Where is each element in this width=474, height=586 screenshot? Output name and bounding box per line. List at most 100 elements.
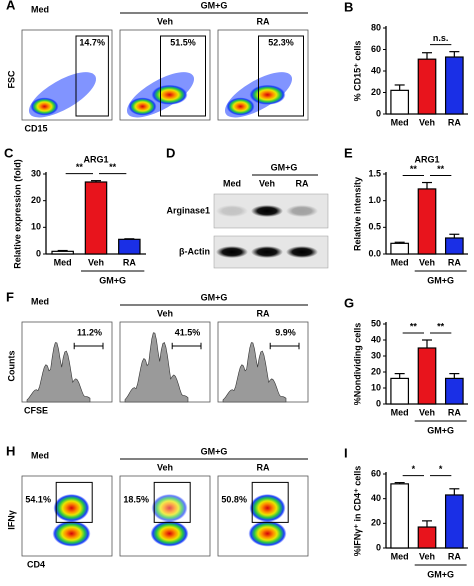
bar — [390, 89, 410, 115]
blot-band — [286, 246, 318, 258]
gate-percent: 50.8% — [221, 494, 247, 504]
density-core — [30, 97, 59, 116]
panel-letter: B — [344, 0, 353, 14]
gate — [251, 481, 289, 523]
gate-percent: 54.1% — [25, 494, 51, 504]
y-axis-label: Counts — [6, 351, 16, 382]
bar — [390, 242, 410, 255]
y-tick-label: 20 — [371, 518, 381, 528]
density-lower — [248, 520, 287, 547]
gate-percent: 52.3% — [268, 37, 294, 47]
y-axis-label: %Nondividing cells — [352, 323, 362, 406]
density-core — [151, 84, 188, 105]
bar — [417, 526, 437, 549]
x-tick-label: RA — [448, 407, 461, 417]
panel-letter: I — [344, 445, 348, 460]
x-axis-label: CD4 — [27, 559, 45, 569]
significance-label: n.s. — [433, 33, 449, 43]
bar — [390, 377, 410, 405]
group-label: GM+G — [271, 162, 298, 172]
y-tick-label: 30 — [371, 350, 381, 360]
significance-label: ** — [76, 162, 84, 172]
density-core — [249, 84, 286, 105]
y-tick-label: 0 — [376, 398, 381, 408]
y-tick-label: 1.5 — [368, 168, 381, 178]
panel-letter: G — [344, 295, 354, 310]
y-tick-label: 10 — [31, 222, 41, 232]
x-tick-label: RA — [448, 117, 461, 127]
x-tick-label: Veh — [88, 257, 104, 267]
y-tick-label: 0.5 — [368, 222, 381, 232]
bar — [118, 238, 141, 255]
x-tick-label: RA — [448, 551, 461, 561]
bar — [51, 250, 74, 255]
x-tick-label: Med — [54, 257, 72, 267]
x-axis-label: CFSE — [24, 405, 48, 415]
y-tick-label: 40 — [371, 493, 381, 503]
panel-letter: C — [4, 145, 14, 160]
blot-band — [216, 205, 248, 217]
y-tick-label: 80 — [371, 22, 381, 32]
y-tick-label: 0.0 — [368, 248, 381, 258]
density-upper — [151, 494, 188, 522]
bar — [444, 377, 464, 405]
plot-label: Med — [31, 4, 49, 14]
x-tick-label: Veh — [419, 117, 435, 127]
x-tick-label: Med — [391, 257, 409, 267]
gate-percent: 51.5% — [170, 37, 196, 47]
x-tick-label: RA — [123, 257, 136, 267]
chart-title: ARG1 — [83, 154, 108, 164]
x-tick-label: Med — [391, 117, 409, 127]
gate — [75, 35, 109, 117]
significance-label: * — [412, 464, 416, 474]
significance-label: ** — [437, 164, 445, 174]
significance-label: ** — [410, 164, 418, 174]
y-tick-label: 0 — [376, 542, 381, 552]
y-tick-label: 40 — [371, 334, 381, 344]
significance-label: * — [439, 464, 443, 474]
gate-percent: 11.2% — [77, 328, 102, 338]
y-tick-label: 20 — [31, 195, 41, 205]
lane-label: Med — [223, 178, 241, 188]
density-upper — [249, 494, 286, 522]
gate-percent: 9.9% — [275, 328, 296, 338]
density-lower — [52, 520, 91, 547]
y-axis-label: Relative expression (fold) — [12, 159, 22, 269]
y-tick-label: 20 — [371, 366, 381, 376]
x-tick-label: Veh — [419, 407, 435, 417]
histogram — [26, 342, 91, 403]
group-label: GM+G — [427, 569, 454, 579]
plot-label: Med — [31, 450, 49, 460]
gate — [55, 481, 93, 523]
y-axis-label: FSC — [6, 70, 16, 89]
plot-label: Veh — [157, 16, 173, 26]
y-tick-label: 1.0 — [368, 195, 381, 205]
bar — [84, 181, 108, 255]
histogram — [124, 332, 189, 403]
y-tick-label: 0 — [376, 108, 381, 118]
y-tick-label: 30 — [31, 168, 41, 178]
y-tick-label: 60 — [371, 468, 381, 478]
group-label: GM+G — [201, 446, 228, 456]
bar — [390, 483, 410, 549]
group-label: GM+G — [427, 425, 454, 435]
x-tick-label: RA — [448, 257, 461, 267]
plot-label: RA — [257, 308, 270, 318]
panel-letter: H — [6, 443, 15, 458]
y-axis-label: Relative intensity — [352, 177, 362, 251]
significance-label: ** — [437, 321, 445, 331]
panel-letter: F — [6, 289, 14, 304]
bar — [444, 494, 464, 549]
lane-label: RA — [296, 178, 309, 188]
x-tick-label: Veh — [419, 257, 435, 267]
gate-percent: 14.7% — [79, 37, 105, 47]
plot-label: RA — [257, 16, 270, 26]
density-upper — [53, 494, 90, 522]
group-label: GM+G — [427, 275, 454, 285]
bar — [444, 56, 464, 115]
bar — [444, 237, 464, 255]
group-label: GM+G — [201, 0, 228, 10]
blot-band — [286, 205, 318, 217]
row-label: Arginase1 — [166, 205, 210, 215]
significance-label: ** — [410, 321, 418, 331]
